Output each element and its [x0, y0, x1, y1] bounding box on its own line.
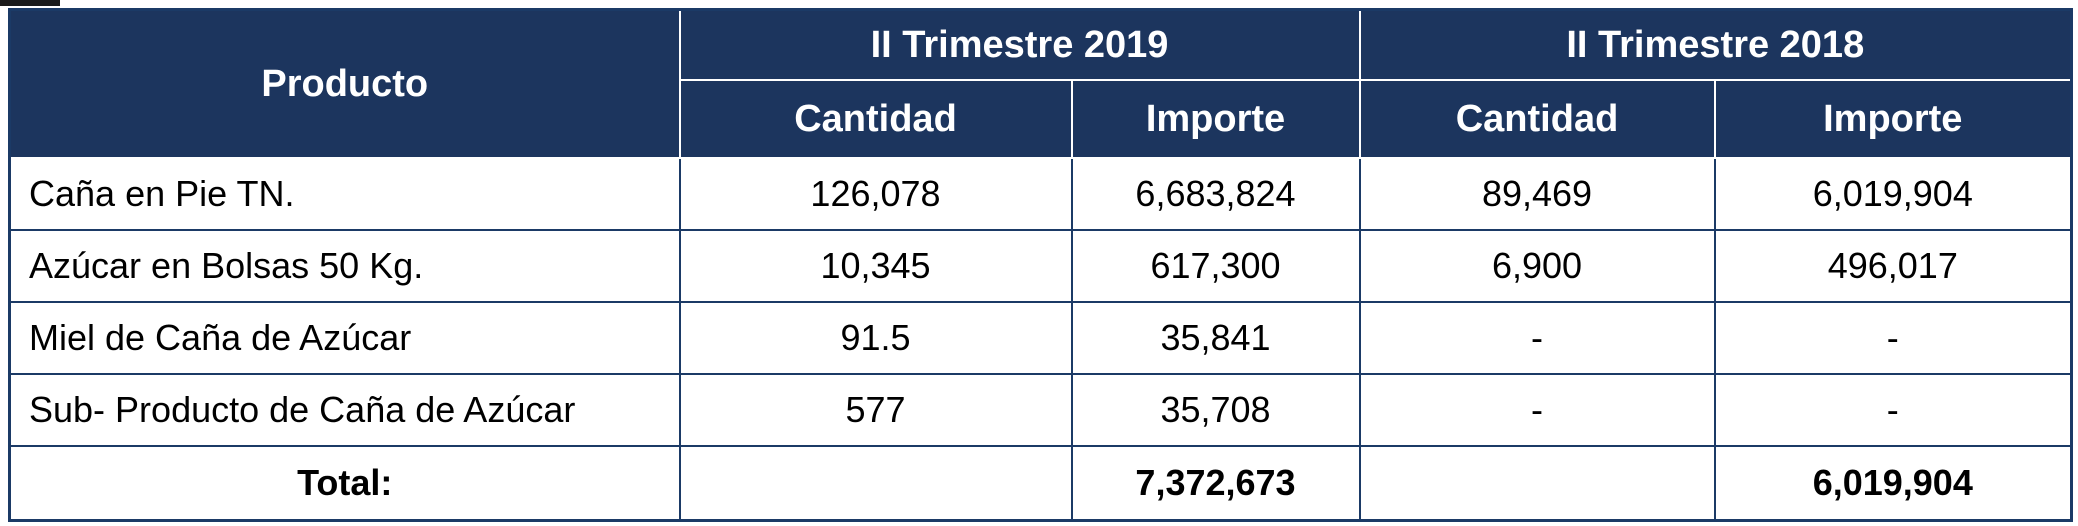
amount-2019-cell: 35,841 [1070, 301, 1361, 375]
product-cell: Miel de Caña de Azúcar [8, 301, 681, 375]
amount-2018-cell: 6,019,904 [1713, 157, 2073, 231]
quantity-2018-cell: 6,900 [1358, 229, 1716, 303]
amount-2018-cell: - [1713, 373, 2073, 447]
quantity-2019-cell: 10,345 [678, 229, 1073, 303]
total-row: Total: 7,372,673 6,019,904 [8, 445, 2073, 522]
product-cell: Azúcar en Bolsas 50 Kg. [8, 229, 681, 303]
table-row: Sub- Producto de Caña de Azúcar 577 35,7… [8, 373, 2073, 447]
quantity-2018-cell: - [1358, 301, 1716, 375]
period-2019-header: II Trimestre 2019 [678, 8, 1361, 81]
quantity-2018-cell: - [1358, 373, 1716, 447]
header-row-periods: Producto II Trimestre 2019 II Trimestre … [8, 8, 2073, 159]
amount-2019-cell: 617,300 [1070, 229, 1361, 303]
amount-2019-header: Importe [1070, 79, 1361, 159]
product-column-header: Producto [8, 8, 681, 159]
sales-table: Producto II Trimestre 2019 II Trimestre … [8, 8, 2074, 522]
amount-2018-header: Importe [1713, 79, 2073, 159]
quantity-2018-cell: 89,469 [1358, 157, 1716, 231]
quantity-2019-header: Cantidad [678, 79, 1073, 159]
total-quantity-2019-cell [678, 445, 1073, 522]
amount-2018-cell: 496,017 [1713, 229, 2073, 303]
table-body: Caña en Pie TN. 126,078 6,683,824 89,469… [8, 157, 2073, 522]
quantity-2018-header: Cantidad [1358, 79, 1716, 159]
amount-2018-cell: - [1713, 301, 2073, 375]
total-label: Total: [8, 445, 681, 522]
product-cell: Caña en Pie TN. [8, 157, 681, 231]
amount-2019-cell: 35,708 [1070, 373, 1361, 447]
product-cell: Sub- Producto de Caña de Azúcar [8, 373, 681, 447]
quantity-2019-cell: 577 [678, 373, 1073, 447]
table-row: Caña en Pie TN. 126,078 6,683,824 89,469… [8, 157, 2073, 231]
period-2018-header: II Trimestre 2018 [1358, 8, 2073, 81]
quantity-2019-cell: 126,078 [678, 157, 1073, 231]
quantity-2019-cell: 91.5 [678, 301, 1073, 375]
header-row-measures: Cantidad Importe Cantidad Importe [10, 79, 2073, 159]
amount-2019-cell: 6,683,824 [1070, 157, 1361, 231]
total-amount-2018-cell: 6,019,904 [1713, 445, 2073, 522]
table-row: Miel de Caña de Azúcar 91.5 35,841 - - [8, 301, 2073, 375]
table-row: Azúcar en Bolsas 50 Kg. 10,345 617,300 6… [8, 229, 2073, 303]
total-amount-2019-cell: 7,372,673 [1070, 445, 1361, 522]
top-edge-mark [0, 0, 60, 6]
table-header: Producto II Trimestre 2019 II Trimestre … [8, 8, 2073, 159]
total-quantity-2018-cell [1358, 445, 1716, 522]
